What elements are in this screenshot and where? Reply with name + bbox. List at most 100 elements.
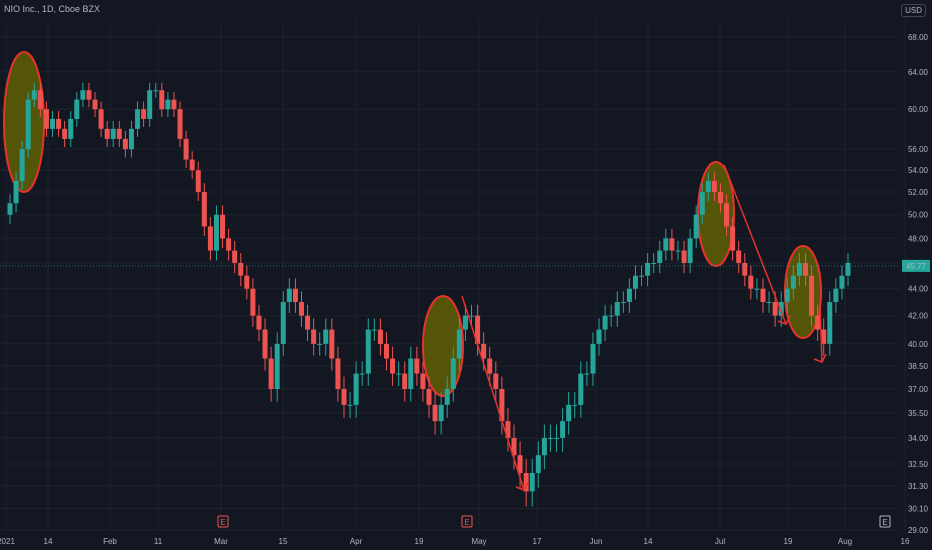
last-price-marker: 45.77 <box>0 259 930 272</box>
earnings-marker[interactable] <box>217 515 229 528</box>
candle-body <box>802 262 808 276</box>
candles <box>7 82 851 507</box>
candle-body <box>772 302 778 316</box>
x-tick-label: Jun <box>590 537 603 546</box>
candle-body <box>833 288 839 303</box>
candle-body <box>286 288 292 303</box>
candle-body <box>19 149 25 182</box>
x-tick-label: 19 <box>784 537 793 546</box>
x-tick-label: 14 <box>644 537 653 546</box>
candle-body <box>189 159 195 171</box>
candle-body <box>529 473 535 492</box>
candle-body <box>207 226 213 251</box>
y-tick-label: 30.10 <box>908 504 929 513</box>
x-tick-label: 16 <box>901 537 910 546</box>
candle-body <box>809 275 815 316</box>
candle-body <box>456 329 462 359</box>
candle-body <box>481 343 487 359</box>
candle-body <box>250 288 256 316</box>
candle-body <box>620 302 626 304</box>
annotation-arrows <box>461 164 827 491</box>
candle-body <box>104 128 110 139</box>
candle-body <box>639 275 645 277</box>
candle-body <box>760 288 766 303</box>
candle-body <box>171 99 177 110</box>
candle-body <box>590 343 596 374</box>
candle-body <box>675 250 681 252</box>
candle-body <box>226 238 232 251</box>
candle-body <box>153 90 159 92</box>
candle-body <box>256 315 262 330</box>
candle-body <box>717 192 723 204</box>
candle-body <box>541 437 547 456</box>
candle-body <box>566 404 572 422</box>
y-tick-label: 44.00 <box>908 285 929 294</box>
candle-body <box>92 99 98 110</box>
candle-body <box>396 373 402 375</box>
candle-body <box>438 404 444 422</box>
candle-body <box>796 262 802 276</box>
candle-body <box>68 118 74 139</box>
candle-body <box>195 170 201 193</box>
candle-body <box>135 109 141 129</box>
candle-body <box>651 262 657 264</box>
earnings-marker[interactable] <box>879 515 891 528</box>
candle-body <box>596 329 602 344</box>
candle-body <box>754 288 760 290</box>
candle-body <box>511 437 517 456</box>
candle-body <box>56 118 62 129</box>
candle-body <box>305 315 311 330</box>
candle-body <box>469 315 475 317</box>
candle-body <box>547 437 553 439</box>
candle-body <box>232 250 238 263</box>
arrow-head <box>813 353 827 363</box>
last-price-badge <box>902 259 930 272</box>
trend-arrow <box>723 164 787 325</box>
candle-body <box>632 275 638 289</box>
candle-body <box>432 404 438 422</box>
candle-body <box>784 288 790 303</box>
y-tick-label: 60.00 <box>908 105 929 114</box>
candle-body <box>335 358 341 390</box>
candle-body <box>493 373 499 390</box>
candle-body <box>122 138 128 150</box>
earnings-marker[interactable] <box>461 515 473 528</box>
y-tick-label: 56.00 <box>908 145 929 154</box>
candle-body <box>444 389 450 405</box>
candle-body <box>377 329 383 344</box>
candle-body <box>414 358 420 374</box>
candle-body <box>475 315 481 344</box>
last-price-label: 45.77 <box>906 262 927 271</box>
candle-body <box>426 389 432 405</box>
x-tick-label: Jul <box>715 537 725 546</box>
candle-body <box>201 192 207 227</box>
candle-body <box>165 99 171 110</box>
candle-body <box>274 343 280 390</box>
candle-body <box>614 302 620 316</box>
currency-badge[interactable]: USD <box>901 4 926 17</box>
candle-body <box>736 250 742 263</box>
candle-body <box>62 128 68 139</box>
chart-title: NIO Inc., 1D, Cboe BZX <box>4 4 101 14</box>
candle-body <box>268 358 274 390</box>
candle-body <box>742 262 748 276</box>
candle-body <box>608 315 614 317</box>
y-tick-label: 38.50 <box>908 362 929 371</box>
candle-body <box>317 343 323 345</box>
y-tick-label: 34.00 <box>908 434 929 443</box>
arrow-head <box>777 315 791 325</box>
candle-body <box>116 128 122 139</box>
candle-body <box>560 421 566 438</box>
candle-body <box>487 358 493 374</box>
candle-body <box>420 373 426 390</box>
candle-body <box>292 288 298 303</box>
x-tick-label: May <box>471 537 486 546</box>
candle-body <box>37 90 43 110</box>
x-tick-label: 17 <box>533 537 542 546</box>
candle-body <box>554 437 560 439</box>
candle-body <box>238 262 244 276</box>
candle-body <box>244 275 250 289</box>
candle-body <box>323 329 329 344</box>
x-tick-label: 15 <box>279 537 288 546</box>
